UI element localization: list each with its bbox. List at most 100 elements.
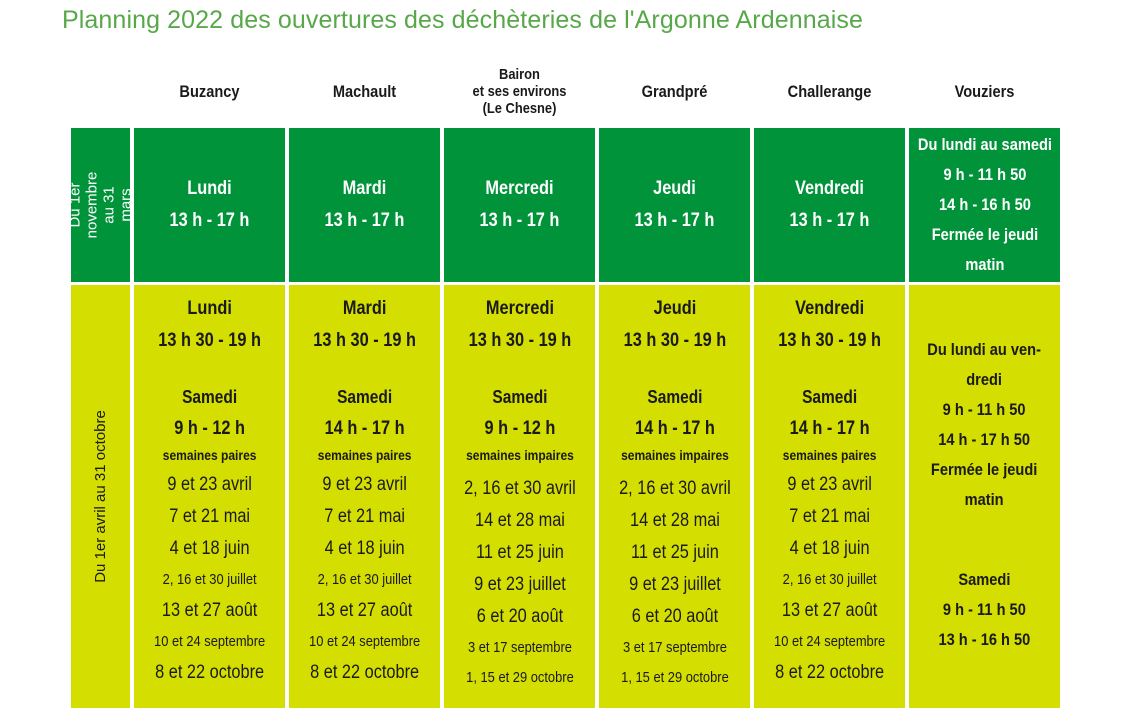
saturday-date: 2, 16 et 30 juillet — [317, 571, 412, 588]
saturday-date: 8 et 22 octobre — [154, 662, 265, 683]
vouziers-winter-line: 14 h - 16 h 50 — [938, 195, 1031, 214]
weekday-label: Jeudi — [653, 298, 696, 319]
saturday-date: 9 et 23 avril — [167, 474, 252, 495]
row-label-winter: Du 1er novembre au 31 mars — [67, 128, 135, 282]
vouziers-saturday-line: 13 h - 16 h 50 — [938, 630, 1031, 649]
weekday-label: Mercredi — [485, 298, 554, 319]
saturday-label: Samedi — [646, 387, 703, 407]
winter-cell-machault: Mardi 13 h - 17 h — [289, 128, 440, 282]
weeks-note: semaines paires — [782, 447, 877, 463]
weekday-label: Mercredi — [485, 178, 554, 199]
opening-hours: 13 h 30 - 19 h — [158, 330, 261, 351]
opening-hours: 13 h - 17 h — [169, 210, 250, 231]
weekday-label: Jeudi — [653, 178, 696, 199]
weeks-note: semaines paires — [162, 447, 257, 463]
winter-cell-buzancy: Lundi 13 h - 17 h — [134, 128, 285, 282]
opening-hours: 13 h - 17 h — [324, 210, 405, 231]
winter-cell-content: Vendredi 13 h - 17 h — [790, 173, 870, 237]
winter-cell-content: Jeudi 13 h - 17 h — [635, 173, 715, 237]
vouziers-winter-line: Du lundi au samedi — [917, 135, 1052, 154]
saturday-date: 10 et 24 septembre — [773, 633, 886, 650]
vouziers-saturday-line: 9 h - 11 h 50 — [943, 600, 1026, 619]
summer-vouziers-saturday: Samedi 9 h - 11 h 50 13 h - 16 h 50 — [939, 565, 1031, 655]
column-header-vouziers: Vouziers — [954, 81, 1015, 101]
row-label-summer: Du 1er avril au 31 octobre — [71, 285, 130, 708]
saturday-date: 10 et 24 septembre — [153, 633, 266, 650]
summer-cell-bairon: Mercredi 13 h 30 - 19 h Samedi 9 h - 12 h se… — [444, 285, 595, 708]
saturday-date: 7 et 21 mai — [789, 506, 870, 527]
saturday-date: 1, 15 et 29 octobre — [465, 669, 574, 686]
saturday-date: 2, 16 et 30 juillet — [162, 571, 257, 588]
winter-cell-challerange: Vendredi 13 h - 17 h — [754, 128, 905, 282]
winter-cell-vouziers: Du lundi au samedi 9 h - 11 h 50 14 h - 16… — [909, 128, 1060, 282]
weeks-note: semaines impaires — [465, 447, 574, 463]
saturday-date: 10 et 24 septembre — [308, 633, 421, 650]
weeks-note: semaines impaires — [620, 447, 729, 463]
saturday-date: 7 et 21 mai — [169, 506, 250, 527]
saturday-date: 13 et 27 août — [161, 600, 258, 621]
row-label-summer-text: Du 1er avril au 31 octobre — [92, 410, 110, 583]
vouziers-summer-line: matin — [964, 490, 1004, 509]
vouziers-winter-line: matin — [965, 255, 1004, 274]
saturday-date: 3 et 17 septembre — [467, 639, 572, 656]
weekday-label: Vendredi — [794, 178, 864, 199]
saturday-date: 13 et 27 août — [781, 600, 878, 621]
saturday-hours: 14 h - 17 h — [634, 418, 715, 439]
summer-cell-content: Mardi 13 h 30 - 19 h Samedi 14 h - 17 h sema… — [309, 293, 420, 689]
saturday-date: 2, 16 et 30 avril — [618, 478, 731, 499]
saturday-label: Samedi — [491, 387, 548, 407]
saturday-label: Samedi — [181, 387, 238, 407]
summer-cell-content: Vendredi 13 h 30 - 19 h Samedi 14 h - 17 h s… — [774, 293, 885, 689]
saturday-hours: 14 h - 17 h — [324, 418, 405, 439]
saturday-date: 14 et 28 mai — [629, 510, 720, 531]
weekday-label: Vendredi — [794, 298, 864, 319]
saturday-date: 8 et 22 octobre — [309, 662, 420, 683]
saturday-date: 9 et 23 avril — [787, 474, 872, 495]
summer-cell-content: Mercredi 13 h 30 - 19 h Samedi 9 h - 12 h se… — [464, 293, 576, 693]
saturday-date: 9 et 23 juillet — [473, 574, 566, 595]
saturday-date: 11 et 25 juin — [475, 542, 564, 563]
vouziers-summer-line: Fermée le jeudi — [931, 460, 1038, 479]
opening-hours: 13 h 30 - 19 h — [623, 330, 726, 351]
column-header-challerange: Challerange — [787, 81, 872, 101]
saturday-date: 3 et 17 septembre — [622, 639, 727, 656]
saturday-date: 1, 15 et 29 octobre — [620, 669, 729, 686]
winter-cell-grandpre: Jeudi 13 h - 17 h — [599, 128, 750, 282]
saturday-date: 6 et 20 août — [476, 606, 563, 627]
winter-cell-bairon: Mercredi 13 h - 17 h — [444, 128, 595, 282]
weekday-label: Mardi — [342, 298, 387, 319]
summer-cell-buzancy: Lundi 13 h 30 - 19 h Samedi 9 h - 12 h semai… — [134, 285, 285, 708]
opening-hours: 13 h 30 - 19 h — [468, 330, 571, 351]
weekday-label: Lundi — [187, 298, 232, 319]
summer-cell-machault: Mardi 13 h 30 - 19 h Samedi 14 h - 17 h sema… — [289, 285, 440, 708]
saturday-date: 4 et 18 juin — [324, 538, 405, 559]
saturday-date: 6 et 20 août — [631, 606, 718, 627]
saturday-date: 9 et 23 juillet — [628, 574, 721, 595]
saturday-hours: 9 h - 12 h — [174, 418, 245, 439]
summer-cell-grandpre: Jeudi 13 h 30 - 19 h Samedi 14 h - 17 h sema… — [599, 285, 750, 708]
weeks-note: semaines paires — [317, 447, 412, 463]
opening-hours: 13 h - 17 h — [634, 210, 715, 231]
saturday-hours: 9 h - 12 h — [484, 418, 555, 439]
winter-cell-content: Mardi 13 h - 17 h — [325, 173, 405, 237]
summer-vouziers-weekdays: Du lundi au ven-dredi 9 h - 11 h 50 14 h -… — [928, 335, 1042, 515]
summer-cell-challerange: Vendredi 13 h 30 - 19 h Samedi 14 h - 17 h s… — [754, 285, 905, 708]
vouziers-winter-line: Fermée le jeudi — [931, 225, 1038, 244]
saturday-date: 13 et 27 août — [316, 600, 413, 621]
saturday-date: 7 et 21 mai — [324, 506, 405, 527]
column-header-buzancy: Buzancy — [179, 81, 240, 101]
opening-hours: 13 h - 17 h — [479, 210, 560, 231]
winter-cell-content: Mercredi 13 h - 17 h — [480, 173, 560, 237]
saturday-hours: 14 h - 17 h — [789, 418, 870, 439]
vouziers-summer-line: dredi — [966, 370, 1003, 389]
vouziers-summer-line: 14 h - 17 h 50 — [938, 430, 1031, 449]
saturday-date: 11 et 25 juin — [630, 542, 719, 563]
summer-cell-vouziers: Du lundi au ven-dredi 9 h - 11 h 50 14 h -… — [909, 285, 1060, 708]
summer-cell-content: Jeudi 13 h 30 - 19 h Samedi 14 h - 17 h sema… — [619, 293, 731, 693]
saturday-date: 4 et 18 juin — [169, 538, 250, 559]
weekday-label: Lundi — [187, 178, 232, 199]
page-title: Planning 2022 des ouvertures des déchète… — [62, 6, 864, 34]
vouziers-winter-line: 9 h - 11 h 50 — [943, 165, 1026, 184]
saturday-date: 14 et 28 mai — [474, 510, 565, 531]
opening-hours: 13 h 30 - 19 h — [313, 330, 416, 351]
